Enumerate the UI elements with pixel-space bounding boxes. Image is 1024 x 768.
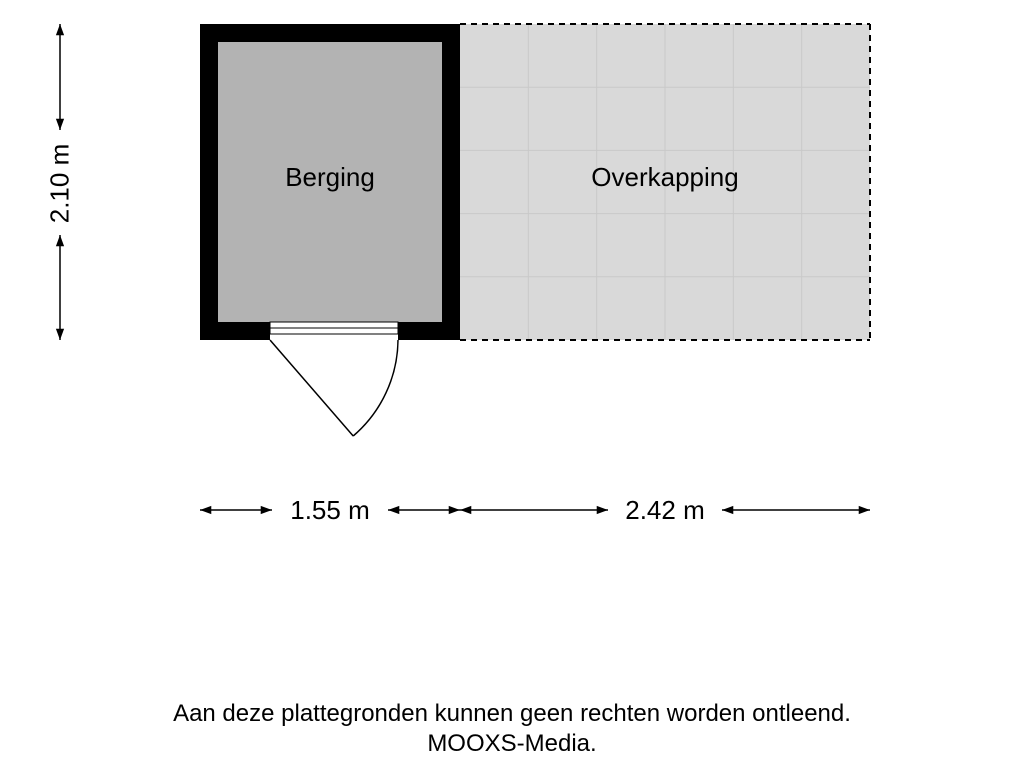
dim-label-width-right: 2.42 m — [615, 495, 715, 526]
footer-line-1: Aan deze plattegronden kunnen geen recht… — [0, 698, 1024, 729]
dim-label-height: 2.10 m — [45, 134, 76, 234]
footer-line-2: MOOXS-Media. — [0, 728, 1024, 759]
dim-label-width-left: 1.55 m — [280, 495, 380, 526]
floorplan-svg — [0, 0, 1024, 768]
floorplan-canvas: Berging Overkapping 2.10 m 1.55 m 2.42 m… — [0, 0, 1024, 768]
room-label-overkapping: Overkapping — [575, 162, 755, 193]
room-label-berging: Berging — [270, 162, 390, 193]
